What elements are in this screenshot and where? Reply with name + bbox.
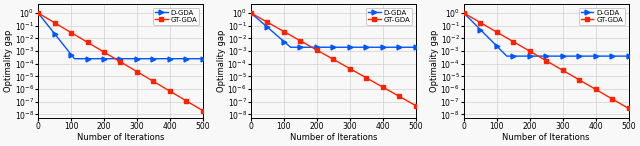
Legend: D-GDA, GT-GDA: D-GDA, GT-GDA bbox=[579, 8, 625, 25]
X-axis label: Number of Iterations: Number of Iterations bbox=[289, 133, 377, 142]
X-axis label: Number of Iterations: Number of Iterations bbox=[502, 133, 590, 142]
Legend: D-GDA, GT-GDA: D-GDA, GT-GDA bbox=[366, 8, 412, 25]
Y-axis label: Optimality gap: Optimality gap bbox=[430, 30, 439, 92]
Y-axis label: Optimality gap: Optimality gap bbox=[217, 30, 226, 92]
Legend: D-GDA, GT-GDA: D-GDA, GT-GDA bbox=[153, 8, 199, 25]
X-axis label: Number of Iterations: Number of Iterations bbox=[77, 133, 164, 142]
Y-axis label: Optimality gap: Optimality gap bbox=[4, 30, 13, 92]
